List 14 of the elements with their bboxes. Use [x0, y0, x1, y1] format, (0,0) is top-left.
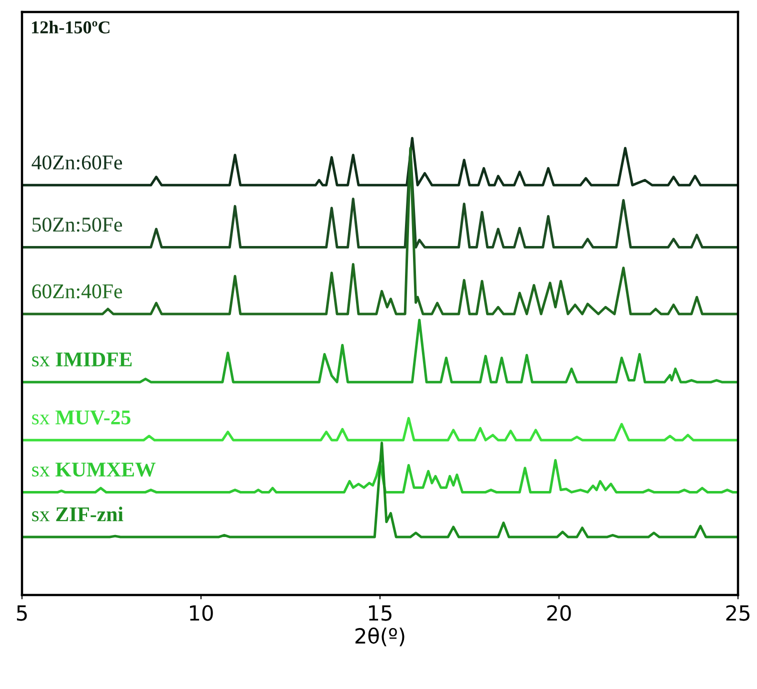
- series-label: 50Zn:50Fe: [32, 218, 122, 232]
- chart-title: 12h-150ºC: [32, 20, 110, 34]
- x-tick-label: 15: [369, 605, 392, 621]
- x-tick-label: 20: [547, 605, 571, 621]
- x-tick-label: 5: [16, 605, 27, 621]
- series-label: sx KUMXEW: [32, 462, 156, 477]
- series-label: sx IMIDFE: [32, 352, 132, 366]
- x-tick-label: 10: [190, 605, 213, 621]
- x-axis-title: 2θ(º): [355, 628, 404, 646]
- series-label: 40Zn:60Fe: [32, 155, 122, 170]
- series-label: 60Zn:40Fe: [32, 284, 122, 298]
- series-label: sx ZIF-zni: [32, 506, 124, 522]
- series-label: sx MUV-25: [32, 410, 130, 425]
- x-tick-label: 25: [726, 605, 750, 621]
